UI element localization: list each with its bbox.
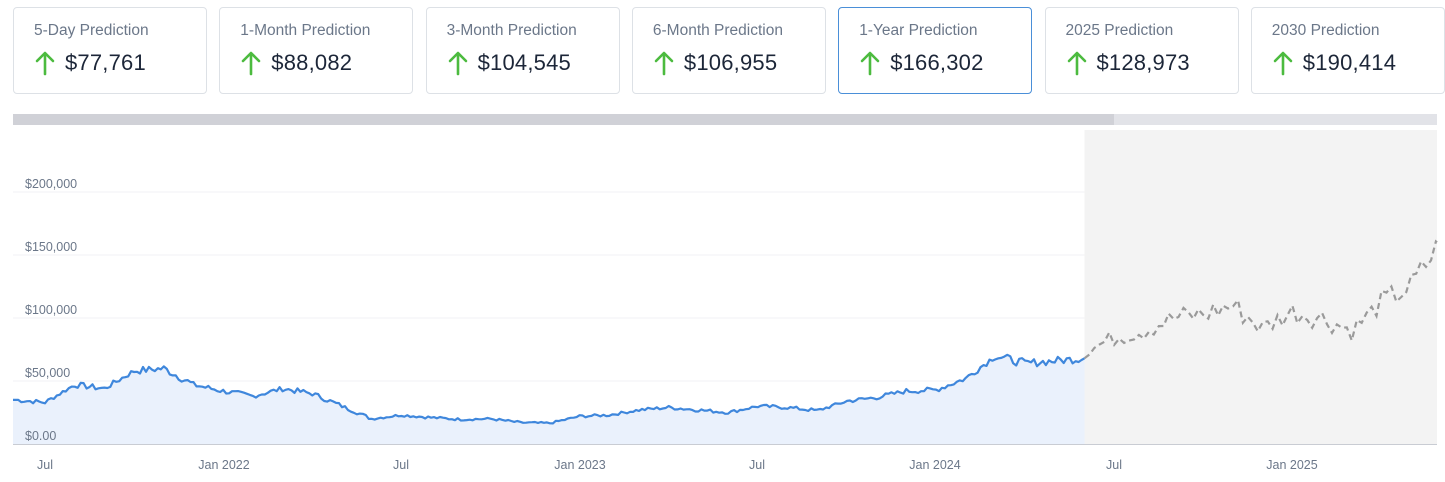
prediction-label: 2025 Prediction xyxy=(1065,22,1174,39)
prediction-card[interactable]: 1-Year Prediction $166,302 xyxy=(838,7,1033,94)
prediction-value: $166,302 xyxy=(890,50,984,75)
prediction-cards: 5-Day Prediction $77,761 1-Month Predictio… xyxy=(13,7,1445,94)
price-chart: $200,000 $150,000 $100,000 $50,000 $0.00… xyxy=(0,130,1445,482)
prediction-value: $88,082 xyxy=(271,50,353,75)
arrow-up-icon xyxy=(1067,51,1086,76)
prediction-value: $106,955 xyxy=(683,50,778,75)
prediction-label: 2030 Prediction xyxy=(1271,22,1380,39)
historical-line xyxy=(13,353,1086,425)
arrow-up-icon xyxy=(35,51,55,76)
arrow-up-icon xyxy=(448,51,467,76)
y-tick-label: $200,000 xyxy=(25,177,78,191)
prediction-card[interactable]: 2030 Prediction $190,414 xyxy=(1250,7,1445,94)
prediction-value-row: $104,545 xyxy=(447,50,571,76)
x-tick-label: Jul xyxy=(37,458,53,472)
prediction-card[interactable]: 3-Month Prediction $104,545 xyxy=(425,7,620,94)
prediction-label: 6-Month Prediction xyxy=(652,22,783,39)
prediction-card[interactable]: 6-Month Prediction $106,955 xyxy=(631,7,826,94)
prediction-card[interactable]: 5-Day Prediction $77,761 xyxy=(13,7,207,94)
x-tick-label: Jan 2023 xyxy=(554,458,606,472)
prediction-value-row: $88,082 xyxy=(240,50,352,76)
prediction-value: $128,973 xyxy=(1096,50,1190,75)
prediction-value: $77,761 xyxy=(65,50,146,75)
x-tick-label: Jul xyxy=(749,458,765,472)
prediction-card[interactable]: 1-Month Prediction $88,082 xyxy=(219,7,414,94)
historical-area xyxy=(13,354,1085,444)
forecast-region xyxy=(1084,130,1437,444)
y-tick-label: $100,000 xyxy=(25,303,78,317)
x-tick-label: Jan 2024 xyxy=(909,458,961,472)
prediction-value-row: $106,955 xyxy=(653,50,777,76)
prediction-label: 1-Month Prediction xyxy=(240,22,371,39)
y-tick-label: $0.00 xyxy=(25,429,57,443)
prediction-value: $190,414 xyxy=(1302,50,1397,75)
x-tick-label: Jan 2022 xyxy=(198,458,250,472)
prediction-label: 5-Day Prediction xyxy=(34,22,149,39)
prediction-card[interactable]: 2025 Prediction $128,973 xyxy=(1044,7,1239,94)
y-tick-label: $50,000 xyxy=(25,366,71,380)
arrow-up-icon xyxy=(241,51,261,76)
scrollbar-thumb[interactable] xyxy=(13,114,1114,125)
prediction-value: $104,545 xyxy=(477,50,571,75)
arrow-up-icon xyxy=(860,51,880,76)
x-tick-label: Jul xyxy=(1106,458,1122,472)
y-tick-label: $150,000 xyxy=(25,240,78,254)
x-tick-label: Jan 2025 xyxy=(1266,458,1318,472)
prediction-value-row: $166,302 xyxy=(859,50,983,76)
prediction-label: 3-Month Prediction xyxy=(446,22,577,39)
prediction-label: 1-Year Prediction xyxy=(859,22,978,39)
prediction-value-row: $190,414 xyxy=(1272,50,1396,76)
arrow-up-icon xyxy=(654,51,674,76)
arrow-up-icon xyxy=(1273,51,1293,76)
x-tick-label: Jul xyxy=(393,458,409,472)
prediction-value-row: $128,973 xyxy=(1066,50,1190,76)
cards-scrollbar[interactable] xyxy=(13,114,1437,125)
prediction-value-row: $77,761 xyxy=(34,50,146,76)
chart-plot xyxy=(13,130,1438,445)
